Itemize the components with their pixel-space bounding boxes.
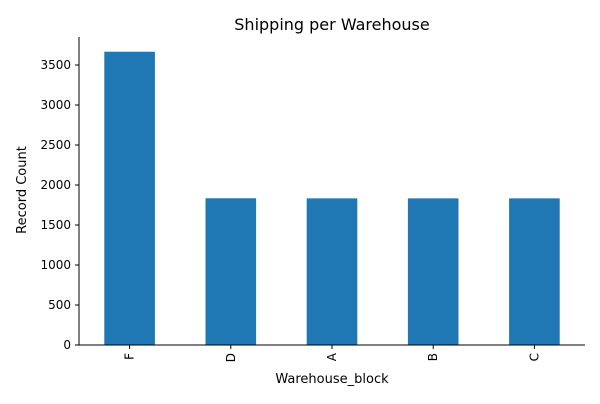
- axis-spines: [78, 37, 585, 346]
- y-tick-label: 1500: [40, 218, 71, 232]
- chart-title: Shipping per Warehouse: [234, 15, 429, 34]
- y-tick-label: 1000: [40, 258, 71, 272]
- x-tick-label: B: [426, 353, 440, 361]
- bars-group: [104, 51, 560, 345]
- x-tick-label: D: [224, 353, 238, 362]
- bar-A: [306, 198, 358, 345]
- bar-B: [407, 198, 459, 345]
- x-axis-label: Warehouse_block: [275, 372, 389, 387]
- y-tick-label: 0: [63, 338, 71, 352]
- y-axis-label: Record Count: [15, 146, 30, 234]
- x-tick-label: C: [527, 353, 541, 361]
- y-tick-label: 500: [48, 298, 71, 312]
- y-tick-label: 3500: [40, 58, 71, 72]
- x-tick-label: A: [325, 352, 339, 361]
- bar-C: [509, 198, 560, 345]
- y-tick-label: 2000: [40, 178, 71, 192]
- bar-D: [205, 198, 257, 345]
- x-tick-label: F: [123, 353, 137, 360]
- y-tick-label: 3000: [40, 98, 71, 112]
- y-tick-label: 2500: [40, 138, 71, 152]
- y-axis: 0 500 1000 1500 2000 2500 3000 3500: [40, 58, 79, 352]
- bar-F: [104, 51, 155, 345]
